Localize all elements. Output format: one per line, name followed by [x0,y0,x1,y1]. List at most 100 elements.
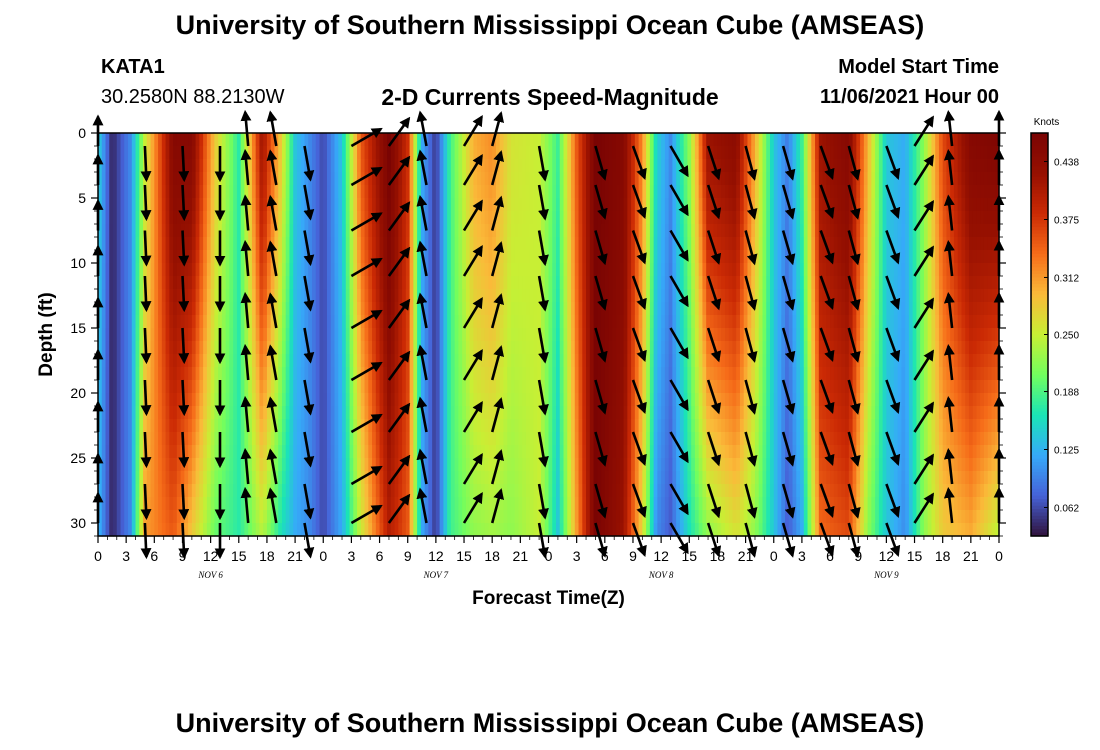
heatmap-cell [676,302,681,316]
heatmap-cell [154,159,159,173]
heatmap-cell [785,146,790,160]
heatmap-cell [139,380,144,394]
heatmap-cell [706,367,711,381]
heatmap-cell [589,159,595,173]
heatmap-cell [345,393,351,407]
heatmap-cell [450,237,456,251]
heatmap-cell [432,237,437,251]
heatmap-cell [188,315,193,329]
heatmap-cell [488,367,493,381]
heatmap-cell [188,146,193,160]
heatmap-cell [785,198,790,212]
heatmap-cell [957,263,963,277]
heatmap-cell [586,315,591,329]
heatmap-cell [255,185,261,199]
heatmap-cell [766,185,771,199]
heatmap-cell [353,211,358,225]
heatmap-cell [311,315,317,329]
heatmap-cell [311,159,317,173]
heatmap-cell [522,224,527,238]
heatmap-cell [507,146,512,160]
heatmap-cell [559,146,565,160]
heatmap-cell [402,328,407,342]
heatmap-cell [608,289,613,303]
heatmap-cell [604,393,610,407]
heatmap-cell [398,289,403,303]
heatmap-cell [619,354,625,368]
heatmap-cell [589,211,595,225]
heatmap-cell [646,185,651,199]
heatmap-cell [199,354,204,368]
heatmap-cell [387,328,392,342]
heatmap-cell [841,276,846,290]
heatmap-cell [770,328,775,342]
heatmap-cell [672,224,677,238]
heatmap-cell [822,133,827,147]
heatmap-cell [552,263,557,277]
heatmap-cell [758,328,764,342]
heatmap-cell [721,315,726,329]
heatmap-cell [785,263,790,277]
heatmap-cell [439,133,444,147]
heatmap-cell [882,328,887,342]
heatmap-cell [327,198,332,212]
heatmap-cell [792,237,797,251]
heatmap-cell [199,393,204,407]
heatmap-cell [627,393,632,407]
heatmap-cell [458,146,463,160]
heatmap-cell [323,393,328,407]
heatmap-cell [916,224,921,238]
heatmap-cell [236,393,242,407]
heatmap-cell [270,328,276,342]
heatmap-cell [176,276,182,290]
heatmap-cell [773,393,779,407]
heatmap-cell [180,133,185,147]
heatmap-cell [754,276,760,290]
heatmap-cell [567,211,572,225]
heatmap-cell [563,198,568,212]
heatmap-cell [334,289,339,303]
heatmap-cell [679,172,685,186]
heatmap-cell [912,250,917,264]
heatmap-cell [251,276,257,290]
heatmap-cell [124,393,129,407]
heatmap-cell [390,211,396,225]
heatmap-cell [758,315,764,329]
heatmap-cell [841,289,846,303]
heatmap-cell [980,159,985,173]
heatmap-cell [736,263,741,277]
heatmap-cell [184,198,189,212]
heatmap-cell [709,224,715,238]
heatmap-cell [507,159,512,173]
heatmap-cell [601,237,606,251]
heatmap-cell [612,250,617,264]
heatmap-cell [214,380,219,394]
heatmap-cell [796,328,801,342]
heatmap-cell [916,341,921,355]
heatmap-cell [762,172,767,186]
heatmap-cell [968,172,974,186]
heatmap-cell [571,250,576,264]
heatmap-cell [679,224,685,238]
heatmap-cell [413,237,418,251]
heatmap-cell [263,276,268,290]
heatmap-cell [548,263,553,277]
heatmap-cell [623,198,628,212]
heatmap-cell [897,328,902,342]
heatmap-cell [833,380,839,394]
heatmap-cell [938,276,944,290]
heatmap-cell [841,237,846,251]
heatmap-cell [574,250,580,264]
heatmap-cell [150,315,155,329]
heatmap-cell [882,172,887,186]
heatmap-cell [484,263,490,277]
heatmap-cell [923,341,929,355]
heatmap-cell [345,380,351,394]
heatmap-cell [923,146,929,160]
heatmap-cell [281,172,287,186]
heatmap-cell [447,393,452,407]
heatmap-cell [754,263,760,277]
heatmap-cell [957,367,963,381]
heatmap-cell [105,250,110,264]
heatmap-cell [259,315,264,329]
